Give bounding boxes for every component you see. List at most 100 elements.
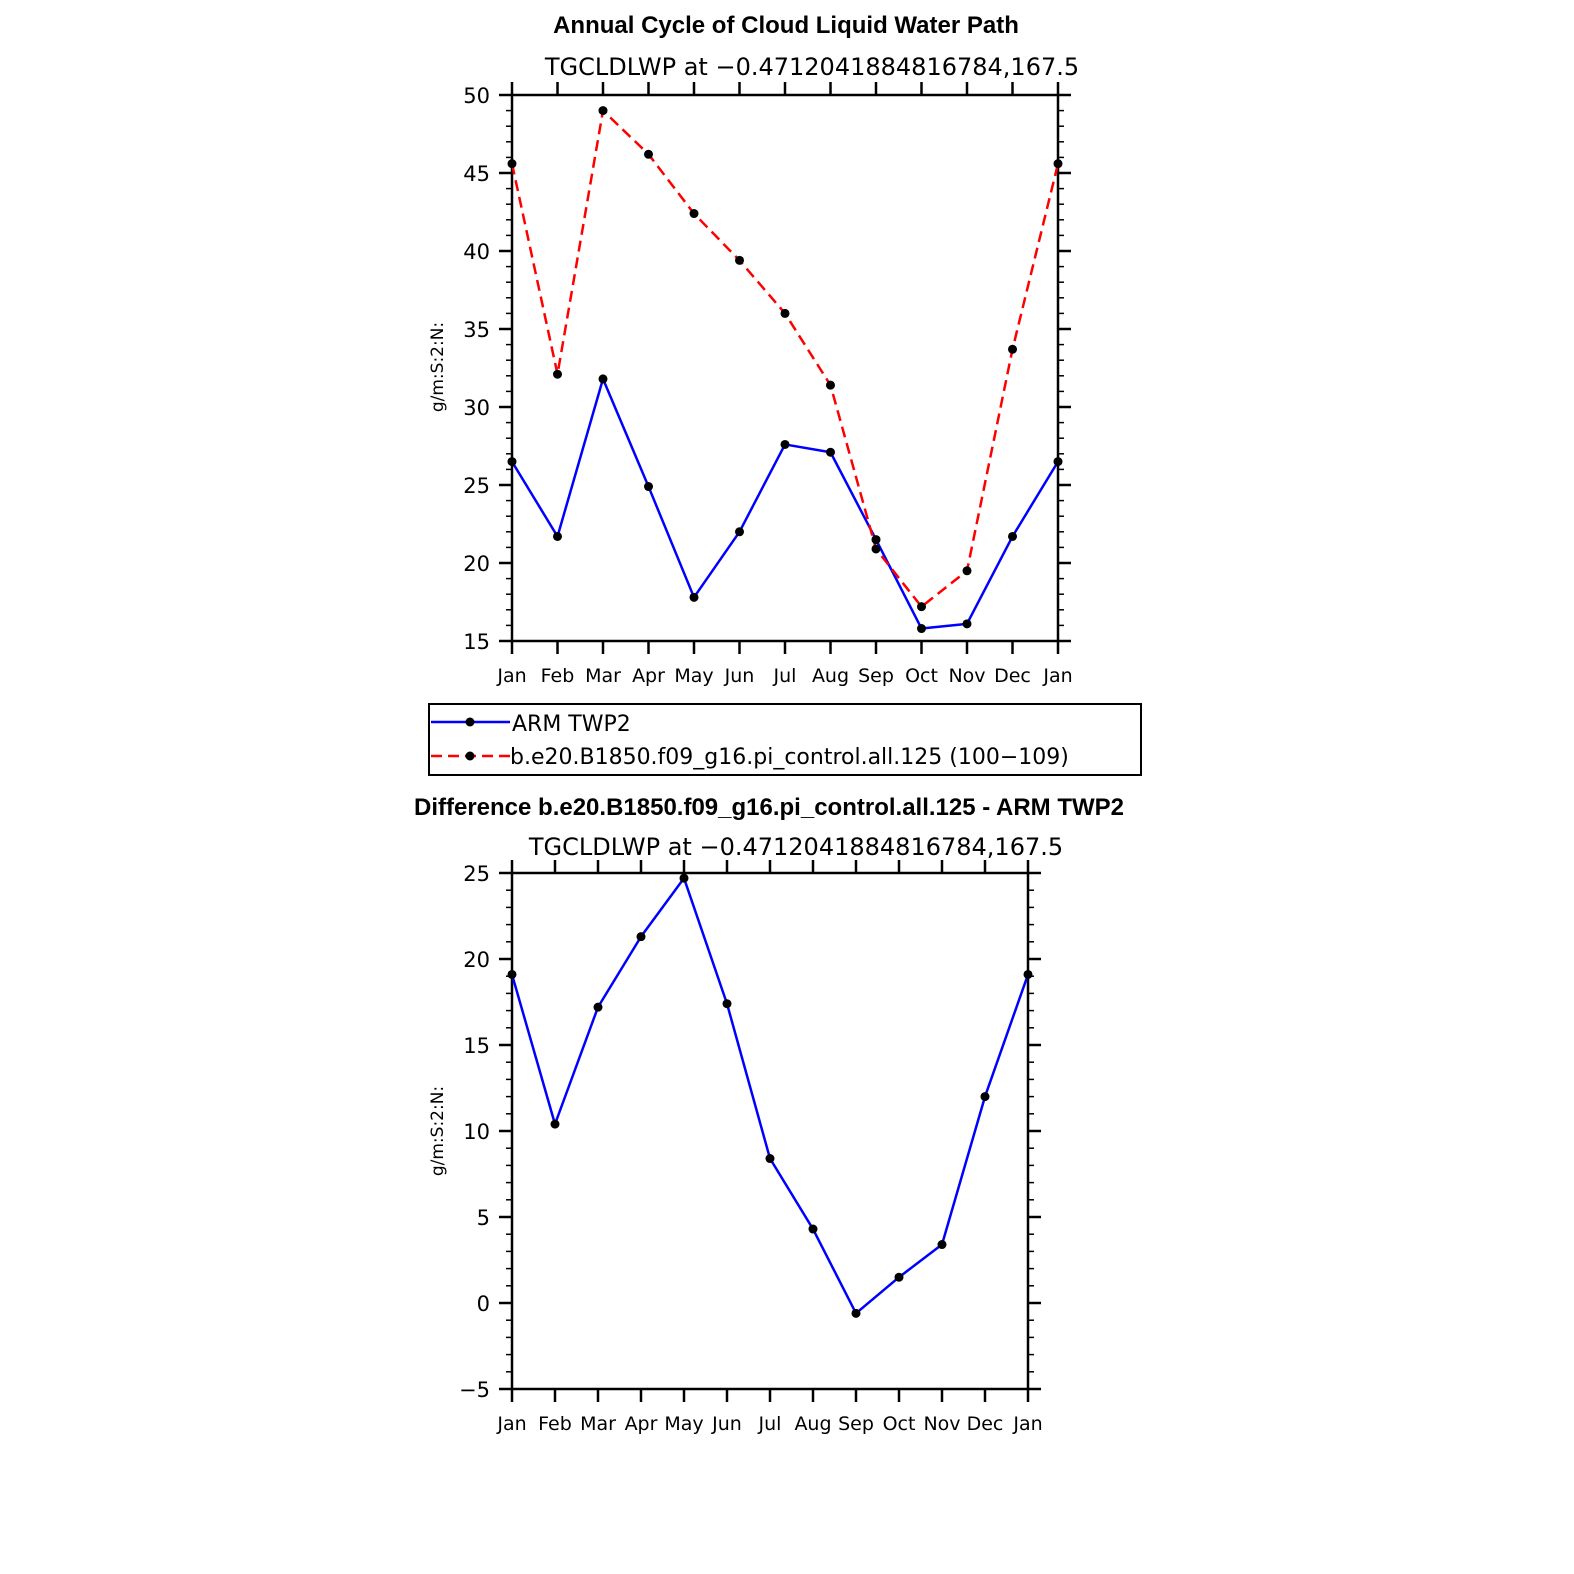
x-tick-label: May — [664, 1413, 703, 1435]
legend-label-arm-twp2: ARM TWP2 — [512, 712, 631, 737]
data-point-series-1 — [644, 482, 653, 492]
x-tick-label: Jan — [496, 1413, 526, 1435]
chart-1-title: Annual Cycle of Cloud Liquid Water Path — [553, 12, 1019, 39]
y-tick-label: 45 — [463, 162, 490, 186]
data-point-series-1 — [980, 1092, 990, 1102]
x-tick-label: Mar — [580, 1413, 616, 1435]
data-point-series-1 — [679, 873, 689, 883]
x-tick-label: May — [674, 665, 713, 687]
data-point-series-1 — [765, 1154, 775, 1164]
data-point-series-2 — [644, 149, 653, 159]
y-tick-label: 35 — [463, 318, 490, 342]
chart-2-axes: −5 0 5 10 15 20 25 Jan Feb Mar Apr May Jun Jul Aug Sep O… — [459, 860, 1043, 1435]
x-tick-label: Sep — [858, 665, 894, 687]
x-tick-label: Nov — [948, 665, 985, 687]
data-point-series-2 — [598, 106, 608, 116]
y-tick-label: 50 — [463, 84, 490, 108]
x-tick-label: Mar — [585, 665, 621, 687]
legend-marker-model — [465, 751, 475, 761]
data-point-series-1 — [871, 535, 881, 545]
y-tick-label: 25 — [463, 474, 490, 498]
data-point-series-2 — [871, 544, 881, 554]
x-tick-label: Apr — [632, 665, 665, 687]
data-point-series-2 — [735, 255, 744, 265]
x-tick-label: Sep — [838, 1413, 874, 1435]
data-point-series-1 — [1008, 531, 1017, 541]
chart-difference: Difference b.e20.B1850.f09_g16.pi_contro… — [414, 794, 1124, 1435]
data-point-series-2 — [917, 602, 926, 612]
data-point-series-1 — [826, 447, 835, 457]
x-tick-label: Oct — [883, 1413, 916, 1435]
x-tick-label: Jan — [1042, 665, 1072, 687]
x-tick-label: Oct — [905, 665, 938, 687]
data-point-series-2 — [1008, 344, 1017, 354]
data-point-series-1 — [851, 1308, 861, 1318]
data-point-series-1 — [507, 969, 517, 979]
data-point-series-1 — [507, 457, 517, 467]
y-tick-label: 5 — [477, 1206, 490, 1230]
y-tick-label: 0 — [477, 1292, 490, 1316]
y-tick-label: 20 — [463, 948, 490, 972]
chart-2-frame — [510, 871, 1030, 1391]
data-point-series-2 — [826, 380, 835, 390]
series-line-1 — [510, 377, 1060, 630]
data-point-series-1 — [1023, 969, 1033, 979]
x-tick-label: Apr — [625, 1413, 658, 1435]
x-tick-label: Aug — [812, 665, 849, 687]
chart-2-title: Difference b.e20.B1850.f09_g16.pi_contro… — [414, 794, 1124, 821]
chart-1-plot-area — [507, 106, 1063, 634]
chart-annual-cycle: Annual Cycle of Cloud Liquid Water Path … — [428, 12, 1079, 687]
data-point-series-1 — [917, 624, 926, 634]
x-tick-label: Jun — [711, 1413, 742, 1435]
data-point-series-1 — [735, 527, 744, 537]
data-point-series-1 — [636, 932, 646, 942]
data-point-series-1 — [780, 439, 790, 449]
y-tick-label: 30 — [463, 396, 490, 420]
data-point-series-1 — [689, 592, 699, 602]
data-point-series-1 — [894, 1272, 904, 1282]
chart-2-ylabel: g/m:S:2:N: — [428, 1086, 448, 1176]
legend-marker-arm-twp2 — [465, 717, 475, 727]
data-point-series-1 — [593, 1002, 603, 1012]
chart-2-subtitle: TGCLDLWP at −0.4712041884816784,167.5 — [528, 833, 1063, 861]
y-tick-label: 15 — [463, 630, 490, 654]
data-point-series-1 — [808, 1224, 818, 1234]
data-point-series-2 — [780, 308, 790, 318]
chart-2-plot-area — [507, 873, 1033, 1318]
x-tick-label: Jul — [773, 665, 797, 687]
y-tick-label: 10 — [463, 1120, 490, 1144]
chart-1-subtitle: TGCLDLWP at −0.4712041884816784,167.5 — [544, 53, 1079, 81]
chart-1-axes: 15 20 25 30 35 40 45 50 Jan Feb Mar Apr May Jun Jul Aug… — [463, 82, 1073, 687]
chart-1-frame — [510, 93, 1060, 643]
y-tick-label: −5 — [459, 1378, 490, 1402]
y-tick-label: 25 — [463, 862, 490, 886]
x-tick-label: Feb — [538, 1413, 572, 1435]
chart-1-ylabel: g/m:S:2:N: — [428, 322, 448, 412]
y-tick-label: 15 — [463, 1034, 490, 1058]
data-point-series-1 — [553, 531, 562, 541]
data-point-series-1 — [598, 374, 608, 384]
y-tick-label: 20 — [463, 552, 490, 576]
data-point-series-1 — [962, 619, 972, 629]
x-tick-label: Jan — [1012, 1413, 1042, 1435]
data-point-series-1 — [722, 999, 732, 1009]
legend-box — [428, 703, 1142, 776]
data-point-series-2 — [1053, 159, 1063, 169]
data-point-series-2 — [507, 159, 517, 169]
data-point-series-1 — [1053, 457, 1063, 467]
legend-label-model: b.e20.B1850.f09_g16.pi_control.all.125 (… — [510, 745, 1069, 770]
x-tick-label: Dec — [967, 1413, 1004, 1435]
data-point-series-1 — [937, 1240, 947, 1250]
legend: ARM TWP2 b.e20.B1850.f09_g16.pi_control.… — [428, 703, 1142, 776]
data-point-series-2 — [689, 209, 699, 219]
x-tick-label: Jan — [496, 665, 526, 687]
x-tick-label: Feb — [541, 665, 575, 687]
x-tick-label: Dec — [994, 665, 1031, 687]
series-line-2 — [510, 109, 1060, 608]
data-point-series-2 — [553, 369, 562, 379]
data-point-series-1 — [550, 1119, 560, 1129]
legend-entry-model: b.e20.B1850.f09_g16.pi_control.all.125 (… — [431, 745, 1069, 770]
legend-entry-arm-twp2: ARM TWP2 — [431, 712, 631, 737]
series-line-1 — [510, 876, 1030, 1315]
